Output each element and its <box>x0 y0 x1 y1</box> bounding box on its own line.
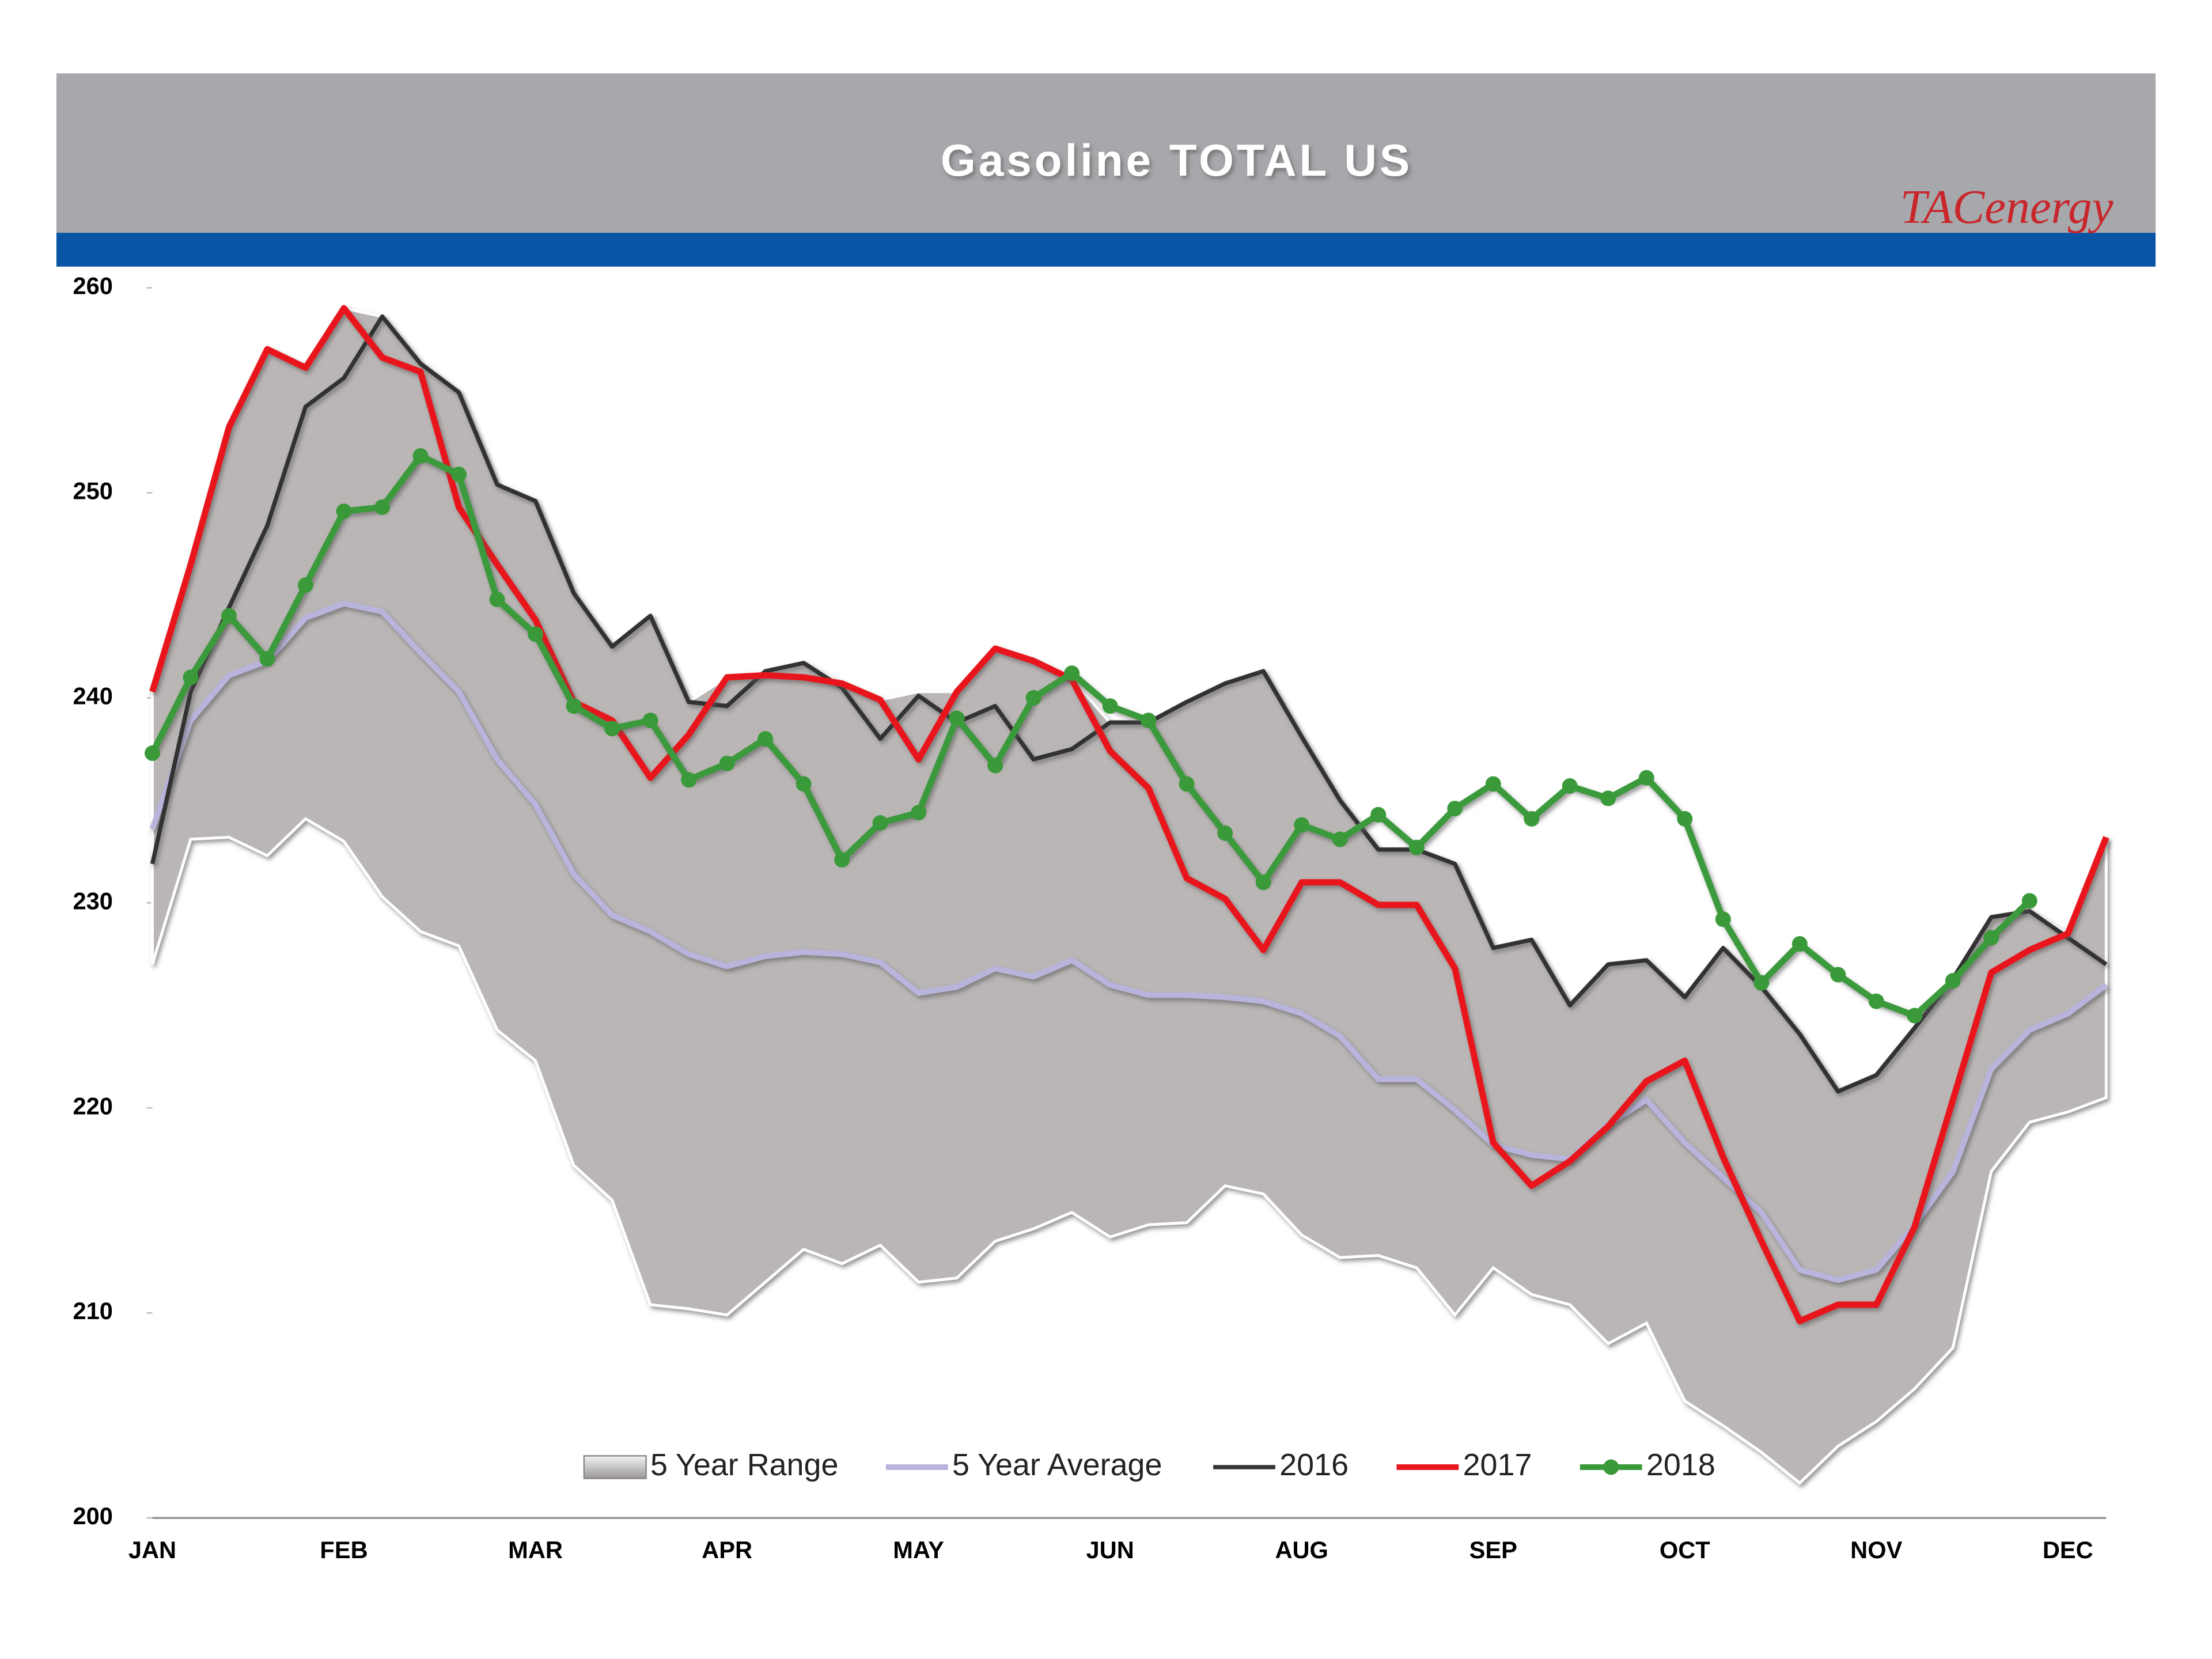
point <box>872 815 888 831</box>
y-tick-label: 200 <box>73 1502 112 1529</box>
point <box>1370 806 1387 823</box>
point <box>1524 810 1540 827</box>
point <box>642 713 658 729</box>
point <box>2021 893 2037 909</box>
point <box>1791 936 1808 952</box>
point <box>911 805 927 821</box>
point <box>1830 967 1846 983</box>
point <box>1715 911 1731 927</box>
point <box>1677 810 1693 827</box>
point <box>1217 825 1233 841</box>
point <box>566 698 582 714</box>
point <box>949 710 965 726</box>
point <box>1562 778 1578 794</box>
x-tick-label: JAN <box>128 1536 176 1563</box>
point <box>1753 975 1770 991</box>
point <box>1600 790 1616 806</box>
point <box>1332 831 1348 847</box>
x-tick-label: MAR <box>508 1536 563 1563</box>
point <box>1408 839 1425 855</box>
point <box>1255 874 1271 891</box>
point <box>1025 690 1041 706</box>
series-line <box>149 452 2032 1019</box>
series-line <box>149 600 2108 1283</box>
point <box>604 721 620 737</box>
header-band <box>56 73 2156 233</box>
header-stripe <box>56 233 2156 267</box>
point <box>1064 665 1080 681</box>
point <box>374 499 390 515</box>
point <box>221 608 237 624</box>
point <box>1447 801 1463 817</box>
point <box>1983 930 1999 946</box>
point <box>1907 1007 1923 1024</box>
point <box>298 577 313 593</box>
y-tick-label: 260 <box>73 272 112 300</box>
point <box>1294 817 1310 833</box>
x-tick-label: OCT <box>1660 1536 1710 1563</box>
x-tick-label: FEB <box>320 1536 368 1563</box>
plot: 200 210 220 230 240 250 260 JAN FEB MAR APR MAY JUN A… <box>73 272 2109 1563</box>
legend-marker <box>1603 1459 1619 1475</box>
x-tick-label: AUG <box>1275 1536 1328 1563</box>
x-tick-label: DEC <box>2043 1536 2093 1563</box>
point <box>1485 776 1501 792</box>
y-tick-label: 250 <box>73 478 112 505</box>
x-tick-label: NOV <box>1850 1536 1902 1563</box>
chart-title: Gasoline TOTAL US <box>941 135 1412 185</box>
y-tick-label: 210 <box>73 1297 112 1324</box>
x-tick-label: MAY <box>893 1536 944 1563</box>
point <box>757 731 774 747</box>
y-tick-label: 220 <box>73 1092 112 1119</box>
legend-swatch <box>583 1455 647 1479</box>
point <box>489 592 505 608</box>
point <box>259 651 275 667</box>
y-tick-label: 230 <box>73 887 112 914</box>
x-tick-label: APR <box>702 1536 752 1563</box>
point <box>1868 993 1884 1009</box>
legend-label: 2016 <box>1279 1448 1349 1482</box>
legend-label: 2017 <box>1463 1448 1532 1482</box>
series-line <box>150 314 2108 1094</box>
point <box>183 669 199 685</box>
range-area <box>151 306 2108 1485</box>
point <box>719 755 735 771</box>
point <box>451 467 467 482</box>
x-tick-label: JUN <box>1086 1536 1134 1563</box>
legend-label: 5 Year Range <box>650 1448 838 1482</box>
brand-logo: TACenergy <box>1900 181 2113 234</box>
point <box>1179 776 1195 792</box>
point <box>1102 698 1118 714</box>
point <box>336 503 352 520</box>
legend-label: 2018 <box>1646 1448 1715 1482</box>
point <box>1141 713 1157 729</box>
point <box>796 776 812 792</box>
point <box>987 757 1003 774</box>
point <box>412 448 429 464</box>
point <box>681 772 697 788</box>
point <box>528 626 544 642</box>
y-tick-label: 240 <box>73 682 112 709</box>
point <box>1638 770 1654 786</box>
legend-label: 5 Year Average <box>952 1448 1162 1482</box>
point <box>145 745 160 761</box>
x-tick-label: SEP <box>1469 1536 1517 1563</box>
point <box>1945 973 1961 989</box>
point <box>834 852 850 868</box>
